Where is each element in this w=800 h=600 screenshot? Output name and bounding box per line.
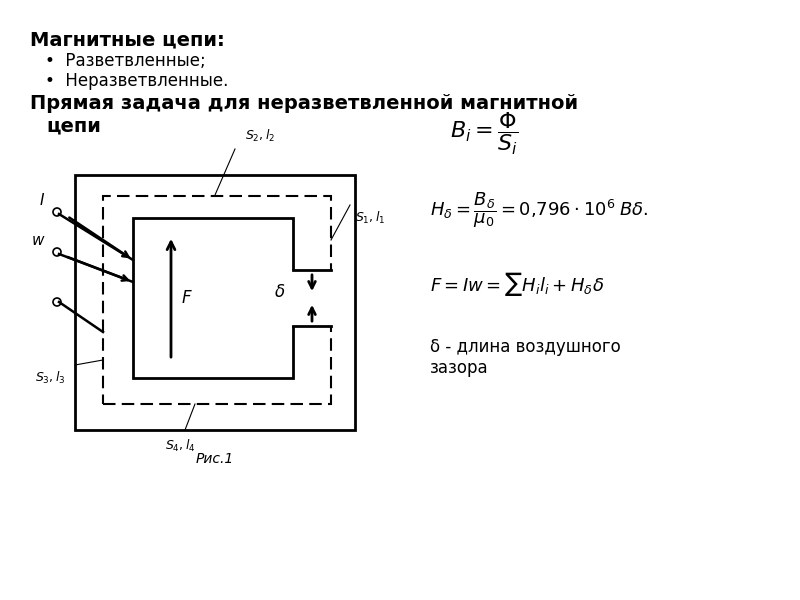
Text: $w$: $w$ <box>30 233 45 248</box>
Text: $S_1, l_1$: $S_1, l_1$ <box>355 210 386 226</box>
Text: Рис.1: Рис.1 <box>196 452 234 466</box>
Text: $S_4, l_4$: $S_4, l_4$ <box>165 438 196 454</box>
Text: $H_\delta = \dfrac{B_\delta}{\mu_0} = 0{,}796 \cdot 10^6 \; B\delta.$: $H_\delta = \dfrac{B_\delta}{\mu_0} = 0{… <box>430 190 649 230</box>
Text: $\delta$: $\delta$ <box>274 283 285 301</box>
Text: $F$: $F$ <box>181 289 193 307</box>
Text: Магнитные цепи:: Магнитные цепи: <box>30 30 225 49</box>
Bar <box>75 175 355 430</box>
Text: •  Разветвленные;: • Разветвленные; <box>45 52 206 70</box>
Text: цепи: цепи <box>46 116 101 135</box>
Text: $S_2, l_2$: $S_2, l_2$ <box>245 128 275 144</box>
Text: $F = Iw = \sum H_i l_i + H_\delta \delta$: $F = Iw = \sum H_i l_i + H_\delta \delta… <box>430 270 604 298</box>
Text: $B_i = \dfrac{\Phi}{S_i}$: $B_i = \dfrac{\Phi}{S_i}$ <box>450 110 518 157</box>
Text: $S_3, l_3$: $S_3, l_3$ <box>35 370 66 386</box>
Bar <box>103 196 331 404</box>
Text: $I$: $I$ <box>39 192 45 208</box>
Bar <box>291 270 333 326</box>
Bar <box>133 218 293 378</box>
Text: •  Неразветвленные.: • Неразветвленные. <box>45 72 228 90</box>
Text: δ - длина воздушного
зазора: δ - длина воздушного зазора <box>430 338 621 377</box>
Text: Прямая задача для неразветвленной магнитной: Прямая задача для неразветвленной магнит… <box>30 94 578 113</box>
